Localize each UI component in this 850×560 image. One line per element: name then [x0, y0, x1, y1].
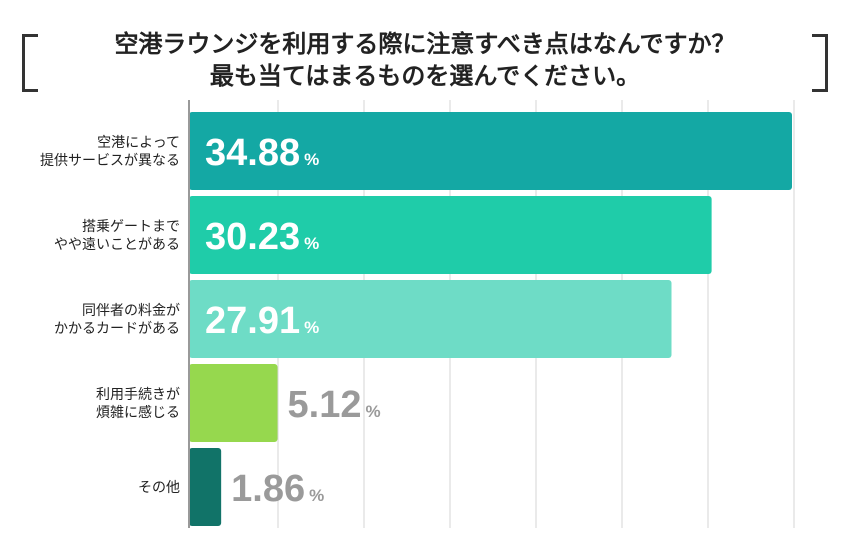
bar-4	[189, 364, 278, 442]
value-label-1: 34.88%	[205, 132, 319, 174]
category-label-4-line-2: 煩雑に感じる	[96, 404, 180, 421]
bar-1	[189, 112, 792, 190]
bar-2	[189, 196, 712, 274]
value-labels: 34.88 % 30.23 % 27.91 % 5.12 % 1.86%	[205, 132, 381, 510]
bar-5	[189, 448, 222, 526]
bar-3	[189, 280, 672, 358]
chart-title-line-2: 最も当てはまるものを選んでください。	[209, 62, 641, 90]
category-label-5-line-1: その他	[138, 480, 180, 496]
value-label-5: 1.86%	[231, 468, 324, 510]
bars	[189, 112, 792, 526]
chart-title-line-1: 空港ラウンジを利用する際に注意すべき点はなんですか？	[114, 30, 736, 58]
chart-title: 空港ラウンジを利用する際に注意すべき点はなんですか？ 最も当てはまるものを選んで…	[60, 28, 790, 92]
category-label-2-line-2: やや遠いことがある	[54, 237, 180, 253]
value-label-4: 5.12%	[288, 384, 381, 426]
category-label-1-line-2: 提供サービスが異なる	[40, 153, 180, 169]
right-bracket	[812, 34, 828, 92]
value-label-3: 27.91%	[205, 300, 319, 342]
category-label-3-line-1: 同伴者の料金が	[82, 303, 180, 319]
category-label-2-line-1: 搭乗ゲートまで	[82, 219, 180, 235]
category-label-3-line-2: かかるカードがある	[54, 321, 180, 337]
category-labels: 空港によって提供サービスが異なる搭乗ゲートまでやや遠いことがある同伴者の料金がか…	[40, 135, 180, 496]
value-label-2: 30.23%	[205, 216, 319, 258]
left-bracket	[22, 34, 38, 92]
category-label-1-line-1: 空港によって	[97, 135, 180, 151]
category-label-4-line-1: 利用手続きが	[96, 386, 180, 403]
